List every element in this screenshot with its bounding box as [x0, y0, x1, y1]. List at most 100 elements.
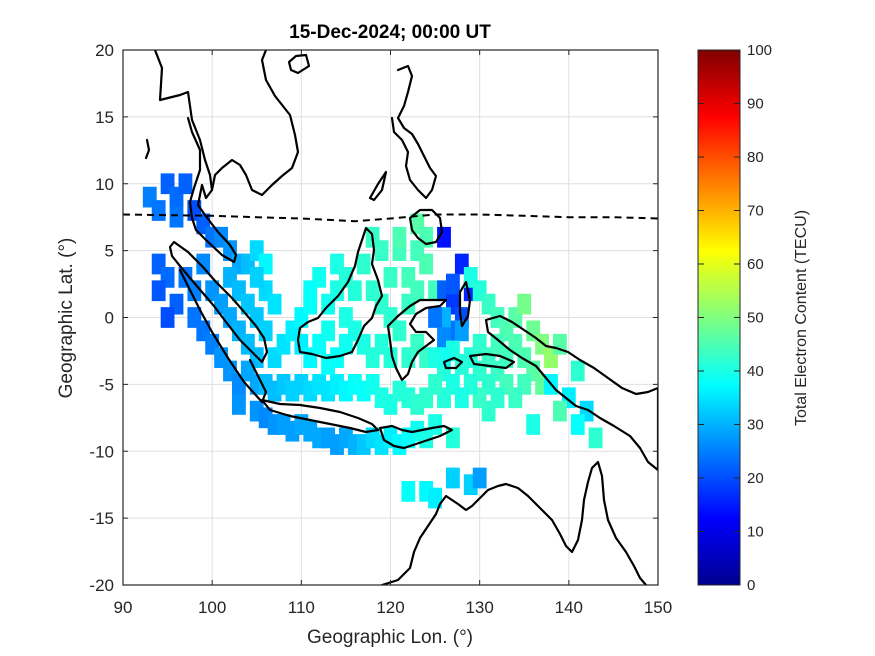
coastline-java: [260, 398, 380, 434]
x-tick-label: 150: [644, 598, 672, 617]
y-tick-label: -20: [89, 576, 114, 595]
colorbar-tick-label: 60: [747, 256, 764, 273]
coastline-sumatra-west: [178, 268, 268, 404]
x-axis-label: Geographic Lon. (°): [307, 627, 473, 648]
colorbar-tick-label: 10: [747, 524, 764, 541]
tec-cell: [258, 320, 273, 342]
tec-cell: [570, 360, 585, 382]
coastline-halmahera: [458, 280, 472, 328]
coastline-australia: [380, 460, 648, 585]
colorbar-tick-label: 20: [747, 470, 764, 487]
tec-cell: [490, 333, 505, 355]
tec-cell: [454, 353, 469, 375]
colorbar-label: Total Electron Content (TECU): [793, 210, 810, 426]
y-tick-label: -15: [89, 509, 114, 528]
tec-cell: [446, 467, 460, 489]
tec-cell: [454, 387, 469, 409]
y-tick-label: 20: [95, 41, 114, 60]
coastline-seram: [468, 352, 516, 370]
tec-cells: [142, 173, 603, 509]
tec-cell: [428, 374, 442, 395]
y-tick-label: 10: [95, 175, 114, 194]
tec-cell: [553, 400, 567, 422]
tec-cell: [339, 333, 353, 355]
tec-cell: [472, 467, 487, 489]
tec-cell: [347, 280, 362, 302]
tec-cell: [454, 320, 469, 342]
tec-cell: [401, 481, 416, 502]
tec-cell: [392, 226, 407, 248]
colorbar-tick-label: 90: [747, 96, 764, 113]
tec-cell: [249, 267, 264, 288]
tec-cell: [169, 206, 184, 228]
y-tick-label: 0: [105, 309, 114, 328]
tec-cell: [383, 267, 398, 288]
coastline-hainan: [287, 53, 311, 75]
tec-cell: [303, 280, 318, 302]
tec-cell: [151, 200, 166, 221]
tec-cell: [196, 253, 211, 275]
tec-cell: [321, 353, 335, 375]
tec-cell: [428, 414, 442, 435]
x-tick-label: 140: [555, 598, 583, 617]
coastline-lesser-sunda: [378, 424, 454, 450]
coastline-sulawesi: [386, 298, 448, 382]
chart-title: 15-Dec-2024; 00:00 UT: [289, 22, 491, 43]
tec-cell: [160, 307, 175, 328]
coastline-new-guinea: [484, 314, 658, 472]
x-tick-label: 130: [465, 598, 493, 617]
coastline-philippines: [390, 64, 438, 200]
coastline-mindanao: [408, 208, 444, 246]
y-tick-label: -5: [99, 375, 114, 394]
colorbar-tick-label: 80: [747, 149, 764, 166]
x-tick-label: 110: [288, 598, 315, 617]
tec-cell: [151, 280, 166, 302]
y-tick-label: 15: [95, 108, 114, 127]
colorbar-tick-label: 70: [747, 203, 764, 220]
colorbar-tick-label: 50: [747, 310, 764, 327]
coastline-palawan: [368, 170, 388, 202]
tec-cell: [446, 273, 460, 295]
coastline-borneo: [296, 226, 384, 360]
coastline-andaman-islands: [144, 138, 151, 160]
tec-cell: [437, 226, 451, 248]
tec-cell: [446, 427, 460, 449]
colorbar-tick-label: 0: [747, 577, 755, 594]
tec-cell: [428, 347, 442, 368]
tec-cell: [526, 414, 541, 435]
colorbar-tick-label: 40: [747, 363, 764, 380]
tec-cell: [392, 320, 407, 342]
tec-cell: [356, 253, 371, 275]
tec-cell: [232, 394, 246, 415]
tec-cell: [321, 320, 335, 342]
x-tick-label: 100: [198, 598, 226, 617]
x-tick-label: 120: [376, 598, 404, 617]
coastline-indochina: [153, 50, 238, 264]
coastline-gulf-thailand: [210, 50, 300, 197]
tec-cell: [428, 307, 442, 328]
coastlines: [144, 50, 658, 585]
tec-cell: [267, 293, 282, 315]
y-axis-ticks: 20 15 10 5 0 -5 -10 -15 -20: [89, 41, 658, 595]
tec-cell: [178, 173, 193, 195]
y-axis-label: Geographic Lat. (°): [56, 238, 77, 399]
tec-cell: [428, 487, 442, 509]
tec-cell: [374, 240, 389, 261]
tec-cell: [570, 414, 585, 435]
tec-cell: [419, 253, 434, 275]
x-tick-label: 90: [114, 598, 133, 617]
tec-cell: [517, 293, 532, 315]
coastline-sumatra: [168, 240, 269, 364]
tec-cell: [410, 280, 425, 302]
y-tick-label: -10: [89, 442, 114, 461]
coastline-buru: [442, 356, 464, 370]
colorbar: [697, 49, 741, 586]
y-tick-label: 5: [105, 242, 114, 261]
magnetic-equator-line: [123, 213, 658, 223]
colorbar-tick-label: 30: [747, 417, 764, 434]
x-axis-ticks: 90 100 110 120 130 140 150: [114, 50, 672, 617]
colorbar-tick-label: 100: [747, 42, 772, 59]
tec-cell: [588, 427, 603, 449]
